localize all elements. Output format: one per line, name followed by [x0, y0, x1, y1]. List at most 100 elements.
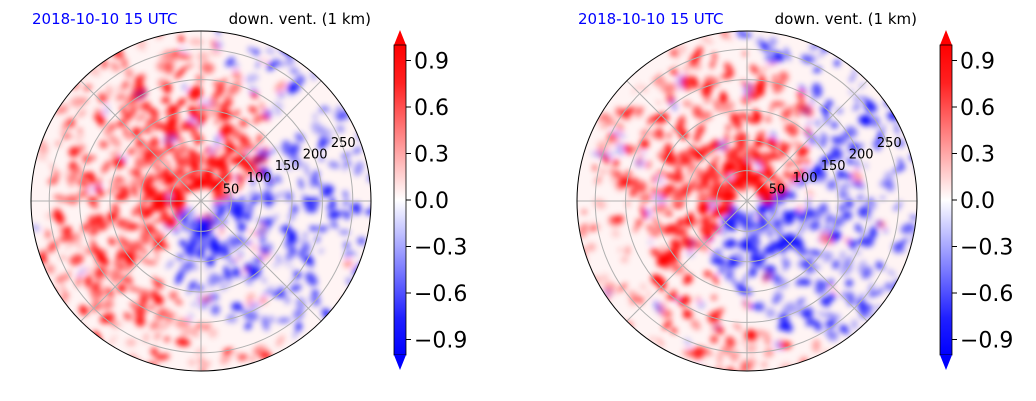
field-cell — [276, 191, 289, 196]
field-cell — [325, 224, 331, 231]
field-cell — [850, 146, 860, 156]
colorbar-tick-label: 0.6 — [414, 96, 449, 121]
field-cell — [288, 151, 299, 162]
field-cell — [207, 272, 219, 287]
field-cell — [694, 46, 704, 58]
field-cell — [207, 327, 218, 338]
field-cell — [765, 307, 776, 319]
field-cell — [767, 230, 773, 238]
field-cell — [251, 265, 260, 272]
field-cell — [672, 127, 686, 133]
field-cell — [223, 217, 228, 225]
field-cell — [188, 37, 205, 46]
radial-tick-label: 200 — [303, 148, 328, 163]
field-cell — [896, 139, 905, 148]
field-cell — [614, 180, 624, 192]
field-cell — [662, 320, 673, 330]
radial-tick-label: 250 — [877, 136, 902, 151]
field-cell — [88, 224, 100, 237]
field-cell — [672, 202, 683, 209]
field-cell — [857, 260, 867, 275]
field-cell — [626, 200, 630, 208]
field-cell — [318, 248, 324, 254]
field-cell — [365, 243, 371, 253]
field-cell — [234, 257, 242, 261]
field-cell — [832, 135, 843, 145]
field-cell — [797, 215, 804, 223]
field-cell — [155, 332, 160, 340]
field-cell — [203, 284, 208, 290]
field-cell — [295, 297, 306, 311]
field-cell — [646, 225, 657, 231]
field-cell — [136, 73, 146, 83]
field-cell — [582, 223, 588, 229]
field-cell — [711, 210, 720, 218]
field-cell — [779, 188, 785, 198]
colorbar-extend-top — [940, 30, 952, 45]
title-left: 2018-10-10 15 UTC — [32, 10, 178, 28]
field-cell — [282, 261, 296, 269]
field-cell — [241, 274, 245, 279]
field-cell — [299, 242, 309, 258]
field-cell — [108, 61, 119, 72]
field-cell — [274, 80, 287, 93]
field-cell — [226, 273, 232, 288]
field-cell — [833, 313, 842, 321]
field-cell — [258, 245, 268, 253]
field-cell — [649, 187, 661, 196]
angular-gridline — [746, 200, 868, 322]
field-cell — [253, 48, 259, 55]
field-cell — [811, 82, 823, 98]
field-cell — [196, 122, 202, 128]
field-cell — [792, 104, 801, 113]
field-cell — [648, 239, 653, 245]
field-cell — [85, 278, 93, 289]
field-cell — [163, 83, 172, 94]
field-cell — [202, 323, 211, 331]
field-cell — [249, 230, 258, 237]
field-cell — [845, 199, 854, 209]
field-cell — [101, 160, 112, 174]
field-cell — [725, 336, 736, 348]
field-cell — [226, 256, 238, 266]
field-cell — [764, 116, 772, 123]
field-cell — [719, 91, 726, 105]
field-cell — [670, 174, 679, 183]
field-cell — [340, 209, 350, 218]
field-cell — [77, 268, 86, 276]
field-cell — [589, 226, 597, 231]
field-cell — [775, 155, 782, 160]
field-cell — [703, 96, 712, 104]
colorbar-bar — [393, 44, 407, 356]
field-cell — [108, 334, 117, 347]
field-cell — [818, 205, 827, 214]
field-cell — [169, 199, 180, 211]
field-cell — [748, 210, 757, 221]
field-cell — [127, 286, 143, 293]
colorbar-tick-label: 0.6 — [960, 96, 995, 121]
field-cell — [885, 282, 892, 291]
field-cell — [268, 214, 280, 223]
field-cell — [682, 100, 693, 108]
field-cell — [336, 124, 345, 134]
field-cell — [736, 32, 753, 38]
field-cell — [816, 311, 829, 318]
field-cell — [896, 200, 903, 208]
field-cell — [771, 101, 786, 107]
field-cell — [265, 47, 276, 55]
field-cell — [689, 75, 699, 89]
field-cell — [676, 217, 685, 228]
field-cell — [716, 307, 725, 314]
field-cell — [142, 171, 153, 183]
field-cell — [654, 223, 664, 238]
field-cell — [879, 196, 886, 200]
field-cell — [165, 135, 173, 149]
field-cell — [214, 134, 221, 147]
field-cell — [669, 98, 678, 112]
field-cell — [112, 261, 125, 269]
field-cell — [783, 170, 791, 178]
field-cell — [228, 235, 236, 245]
field-cell — [788, 129, 799, 138]
field-cell — [682, 64, 690, 76]
